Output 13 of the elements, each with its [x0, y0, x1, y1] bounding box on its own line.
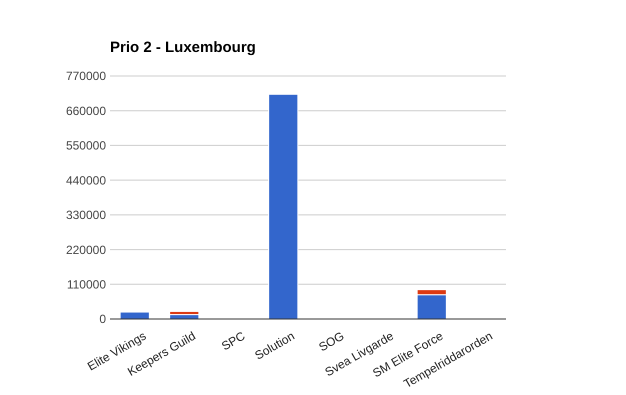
- bar: [169, 310, 200, 316]
- bar: [268, 94, 298, 320]
- y-tick-label: 330000: [66, 208, 106, 222]
- x-tick-label: SOG: [316, 328, 346, 354]
- y-tick-label: 550000: [66, 138, 106, 153]
- chart-title: Prio 2 - Luxembourg: [110, 39, 256, 56]
- y-tick-label: 110000: [66, 277, 106, 292]
- x-tick-label: SPC: [219, 328, 248, 354]
- y-tick-label: 770000: [66, 69, 106, 84]
- y-tick-label: 440000: [66, 173, 106, 188]
- y-tick-label: 660000: [66, 104, 106, 118]
- y-tick-label: 0: [99, 312, 106, 326]
- y-tick-label: 220000: [66, 242, 106, 257]
